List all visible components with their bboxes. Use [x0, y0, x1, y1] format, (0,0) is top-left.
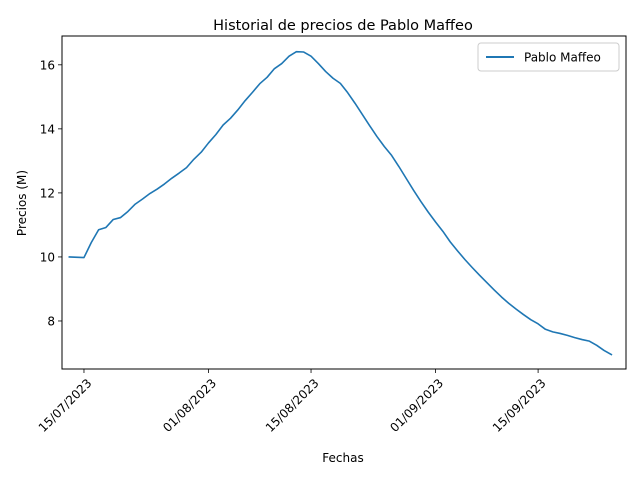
legend-label: Pablo Maffeo	[524, 51, 601, 65]
chart-title: Historial de precios de Pablo Maffeo	[213, 18, 473, 34]
y-tick-label: 12	[40, 186, 55, 200]
y-tick-label: 10	[40, 250, 55, 264]
legend-box	[477, 42, 620, 72]
series-line-0	[68, 50, 613, 356]
x-axis: 15/07/2023 01/08/2023 15/08/2023 01/09/2023…	[36, 369, 549, 435]
x-axis-label: Fechas	[322, 451, 363, 465]
plot-area-frame	[61, 35, 627, 370]
series-layer	[68, 50, 613, 356]
y-axis-label: Precios (M)	[15, 170, 29, 236]
y-tick-label: 16	[40, 58, 55, 72]
x-tick-label: 15/07/2023	[36, 376, 95, 435]
y-axis: 8 10 12 14 16	[40, 58, 62, 328]
y-tick-label: 14	[40, 122, 55, 136]
x-tick-label: 15/08/2023	[263, 376, 322, 435]
x-tick-label: 01/08/2023	[160, 376, 219, 435]
x-tick-label: 01/09/2023	[387, 376, 446, 435]
legend: Pablo Maffeo	[477, 42, 620, 72]
y-tick-label: 8	[47, 314, 55, 328]
x-tick-label: 15/09/2023	[490, 376, 549, 435]
